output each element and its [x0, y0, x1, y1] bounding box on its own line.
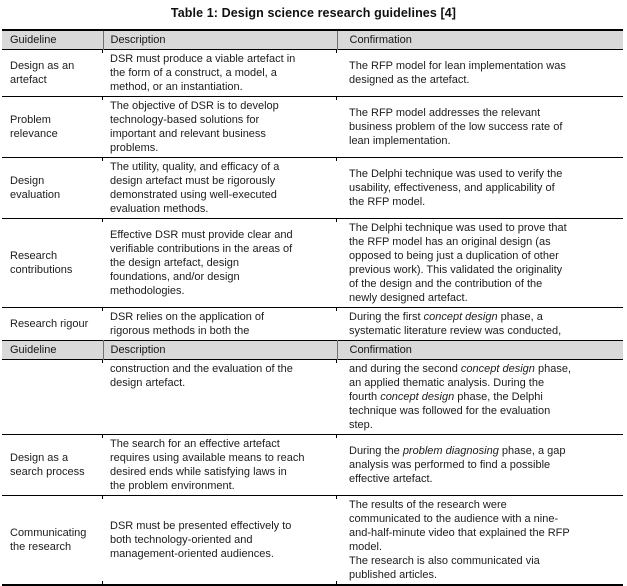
- cell-description: The objective of DSR is to develop techn…: [103, 96, 337, 158]
- document-page: Table 1: Design science research guideli…: [2, 6, 623, 586]
- cell-confirmation: and during the second concept design pha…: [349, 363, 572, 431]
- cell-description: The search for an effective artefact req…: [103, 434, 337, 496]
- table-header-row-repeated: Guideline Description Confirmation: [2, 340, 623, 360]
- column-header-guideline: Guideline: [2, 30, 104, 50]
- cell-description: construction and the evaluation of the d…: [103, 359, 337, 435]
- cell-confirmation: The Delphi technique was used to prove t…: [349, 222, 567, 304]
- cell-guideline: Design as a search process: [2, 434, 103, 496]
- cell-guideline: Design as an artefact: [2, 49, 103, 97]
- table-title: Table 1: Design science research guideli…: [170, 6, 457, 20]
- cell-guideline: Problem relevance: [2, 96, 103, 158]
- cell-description: DSR must produce a viable artefact in th…: [103, 49, 337, 97]
- cell-confirmation: During the first concept design phase, a…: [349, 311, 562, 337]
- cell-description: DSR must be presented effectively to bot…: [103, 495, 337, 585]
- design-science-guidelines-table: Guideline Description Confirmation Desig…: [2, 29, 623, 586]
- cell-guideline: Research rigour: [2, 307, 103, 341]
- table-row: Research rigour DSR relies on the applic…: [2, 307, 623, 341]
- column-header-description: Description: [103, 340, 338, 360]
- cell-guideline: Communicating the research: [2, 495, 103, 585]
- table-header-row: Guideline Description Confirmation: [2, 30, 623, 50]
- cell-confirmation: The results of the research were communi…: [349, 499, 570, 581]
- table-row: Communicating the research DSR must be p…: [2, 495, 623, 585]
- column-header-confirmation: Confirmation: [337, 30, 623, 50]
- cell-guideline: [2, 359, 103, 435]
- table-row: Design as an artefact DSR must produce a…: [2, 49, 623, 97]
- table-row: Problem relevance The objective of DSR i…: [2, 96, 623, 158]
- column-header-confirmation: Confirmation: [337, 340, 623, 360]
- column-header-description: Description: [103, 30, 338, 50]
- column-header-guideline: Guideline: [2, 340, 104, 360]
- cell-guideline: Research contributions: [2, 218, 103, 308]
- table-row: Design as a search process The search fo…: [2, 434, 623, 496]
- cell-description: DSR relies on the application of rigorou…: [103, 307, 337, 341]
- cell-confirmation: The RFP model addresses the relevant bus…: [349, 107, 563, 147]
- cell-confirmation: The RFP model for lean implementation wa…: [349, 60, 566, 86]
- cell-description: Effective DSR must provide clear and ver…: [103, 218, 337, 308]
- table-row: Research contributions Effective DSR mus…: [2, 218, 623, 308]
- cell-guideline: Design evaluation: [2, 157, 103, 219]
- table-row: Design evaluation The utility, quality, …: [2, 157, 623, 219]
- table-row-continuation: construction and the evaluation of the d…: [2, 359, 623, 435]
- cell-confirmation: During the problem diagnosing phase, a g…: [349, 445, 566, 485]
- cell-description: The utility, quality, and efficacy of a …: [103, 157, 337, 219]
- cell-confirmation: The Delphi technique was used to verify …: [349, 168, 563, 208]
